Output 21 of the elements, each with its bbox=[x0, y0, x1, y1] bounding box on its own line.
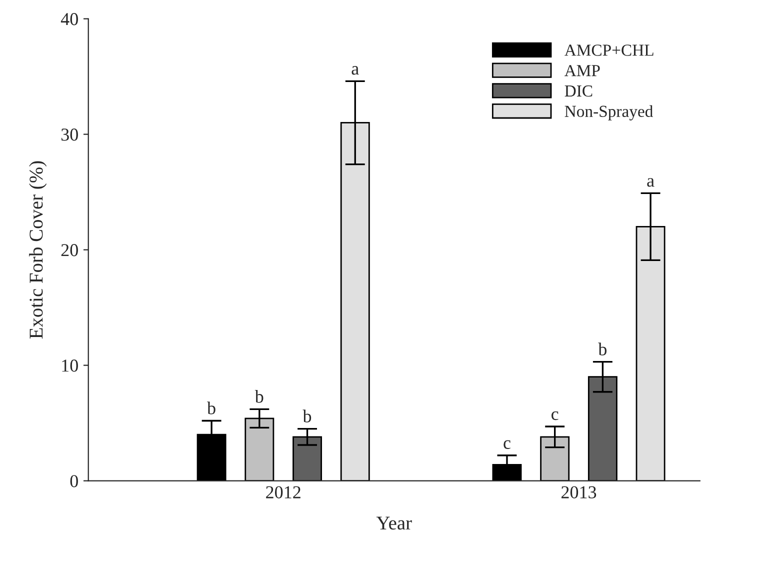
y-tick-label: 40 bbox=[60, 13, 78, 26]
y-tick-label: 10 bbox=[62, 360, 78, 372]
annotation: c bbox=[552, 411, 558, 420]
legend-label: DIC bbox=[564, 85, 592, 97]
annotation: b bbox=[598, 342, 607, 356]
annotation: b bbox=[207, 402, 216, 414]
annotation: c bbox=[504, 440, 510, 449]
x-tick-label: 2013 bbox=[562, 486, 596, 498]
annotation: b bbox=[254, 390, 264, 403]
y-tick-label: 0 bbox=[70, 475, 78, 488]
y-tick-label: 20 bbox=[61, 244, 78, 256]
y-tick-label: 30 bbox=[61, 128, 78, 141]
legend-label: Non-Sprayed bbox=[564, 105, 654, 120]
y-axis-title: Exotic Forb Cover (%) bbox=[29, 161, 47, 339]
legend-label: AMCP+CHL bbox=[564, 44, 654, 56]
legend-label: AMP bbox=[564, 65, 600, 76]
x-tick-label: 2012 bbox=[266, 486, 300, 498]
annotation: a bbox=[352, 66, 359, 75]
annotation: a bbox=[647, 178, 654, 187]
x-axis-title: Year bbox=[376, 516, 412, 530]
annotation: b bbox=[302, 410, 312, 422]
